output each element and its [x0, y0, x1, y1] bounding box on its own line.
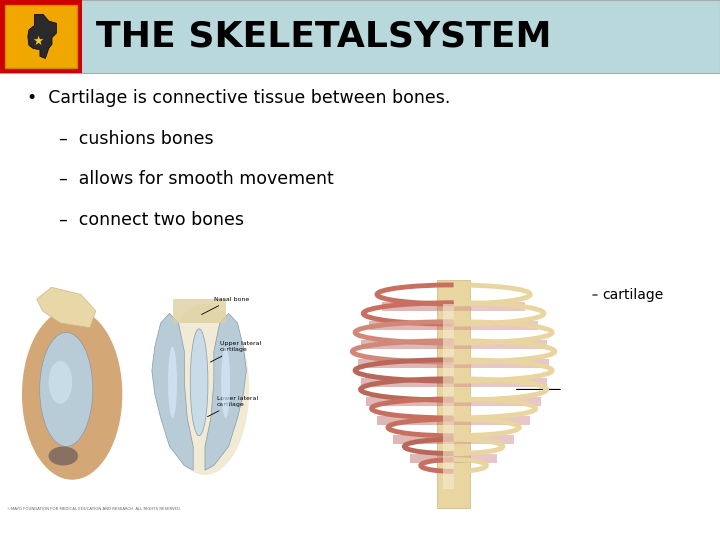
- Ellipse shape: [221, 347, 230, 418]
- Bar: [358, 359, 454, 368]
- Polygon shape: [152, 313, 193, 470]
- Ellipse shape: [22, 309, 122, 480]
- Bar: [454, 454, 498, 463]
- Bar: [393, 435, 454, 444]
- Bar: [361, 377, 454, 387]
- Text: –  allows for smooth movement: – allows for smooth movement: [59, 170, 334, 188]
- Bar: [5, 5, 77, 68]
- Bar: [454, 340, 546, 349]
- Polygon shape: [28, 15, 56, 58]
- Bar: [410, 454, 454, 463]
- Ellipse shape: [48, 447, 78, 465]
- Bar: [366, 396, 454, 406]
- Bar: [377, 416, 454, 425]
- Bar: [454, 396, 541, 406]
- Text: –  connect two bones: – connect two bones: [59, 211, 244, 228]
- Ellipse shape: [168, 347, 177, 418]
- Ellipse shape: [190, 329, 208, 436]
- Bar: [454, 321, 539, 330]
- Text: Nasal bone: Nasal bone: [202, 296, 249, 314]
- Ellipse shape: [40, 333, 93, 447]
- Bar: [361, 340, 454, 349]
- Bar: [454, 435, 514, 444]
- Ellipse shape: [48, 361, 72, 404]
- Bar: [454, 377, 546, 387]
- Text: Lower lateral
cartilage: Lower lateral cartilage: [207, 396, 258, 417]
- Ellipse shape: [161, 304, 249, 475]
- Bar: [443, 304, 454, 489]
- Polygon shape: [37, 287, 96, 328]
- Text: THE SKELETALSYSTEM: THE SKELETALSYSTEM: [96, 19, 552, 53]
- Bar: [0, 0, 720, 73]
- Bar: [173, 299, 225, 323]
- Bar: [369, 321, 454, 330]
- Text: •  Cartilage is connective tissue between bones.: • Cartilage is connective tissue between…: [27, 89, 451, 107]
- Bar: [437, 280, 470, 508]
- Bar: [454, 359, 549, 368]
- Polygon shape: [205, 313, 246, 470]
- Bar: [454, 416, 530, 425]
- Text: cartilage: cartilage: [602, 288, 663, 302]
- Bar: [454, 301, 525, 311]
- Bar: [382, 301, 454, 311]
- Text: Upper lateral
cartilage: Upper lateral cartilage: [210, 341, 261, 362]
- Text: ©MAYO FOUNDATION FOR MEDICAL EDUCATION AND RESEARCH. ALL RIGHTS RESERVED.: ©MAYO FOUNDATION FOR MEDICAL EDUCATION A…: [7, 507, 181, 511]
- Bar: [0, 0, 82, 73]
- Text: –  cushions bones: – cushions bones: [59, 130, 214, 147]
- Text: ★: ★: [32, 35, 44, 48]
